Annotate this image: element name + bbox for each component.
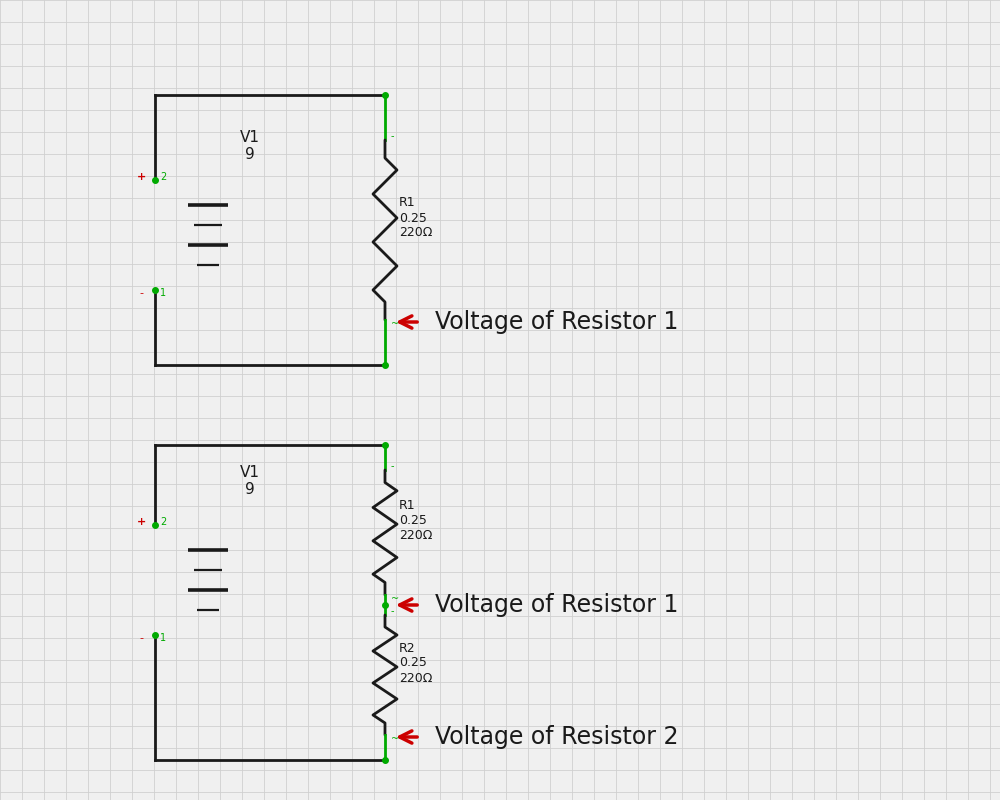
Text: 2: 2 xyxy=(160,517,166,527)
Text: 1: 1 xyxy=(160,288,166,298)
Text: Voltage of Resistor 1: Voltage of Resistor 1 xyxy=(435,593,678,617)
Text: ~: ~ xyxy=(391,734,399,744)
Text: R1
0.25
220Ω: R1 0.25 220Ω xyxy=(399,197,432,239)
Text: 1: 1 xyxy=(160,633,166,643)
Text: R1
0.25
220Ω: R1 0.25 220Ω xyxy=(399,499,432,542)
Text: -: - xyxy=(139,633,143,643)
Text: V1
9: V1 9 xyxy=(240,130,260,162)
Text: +: + xyxy=(136,517,146,527)
Text: 2: 2 xyxy=(160,172,166,182)
Text: -: - xyxy=(391,461,394,471)
Text: ~: ~ xyxy=(391,594,399,604)
Text: -: - xyxy=(391,606,394,616)
Text: R2
0.25
220Ω: R2 0.25 220Ω xyxy=(399,642,432,685)
Text: V1
9: V1 9 xyxy=(240,465,260,498)
Text: ~: ~ xyxy=(391,319,399,329)
Text: -: - xyxy=(139,288,143,298)
Text: -: - xyxy=(391,131,394,141)
Text: Voltage of Resistor 2: Voltage of Resistor 2 xyxy=(435,725,678,749)
Text: Voltage of Resistor 1: Voltage of Resistor 1 xyxy=(435,310,678,334)
Text: +: + xyxy=(136,172,146,182)
